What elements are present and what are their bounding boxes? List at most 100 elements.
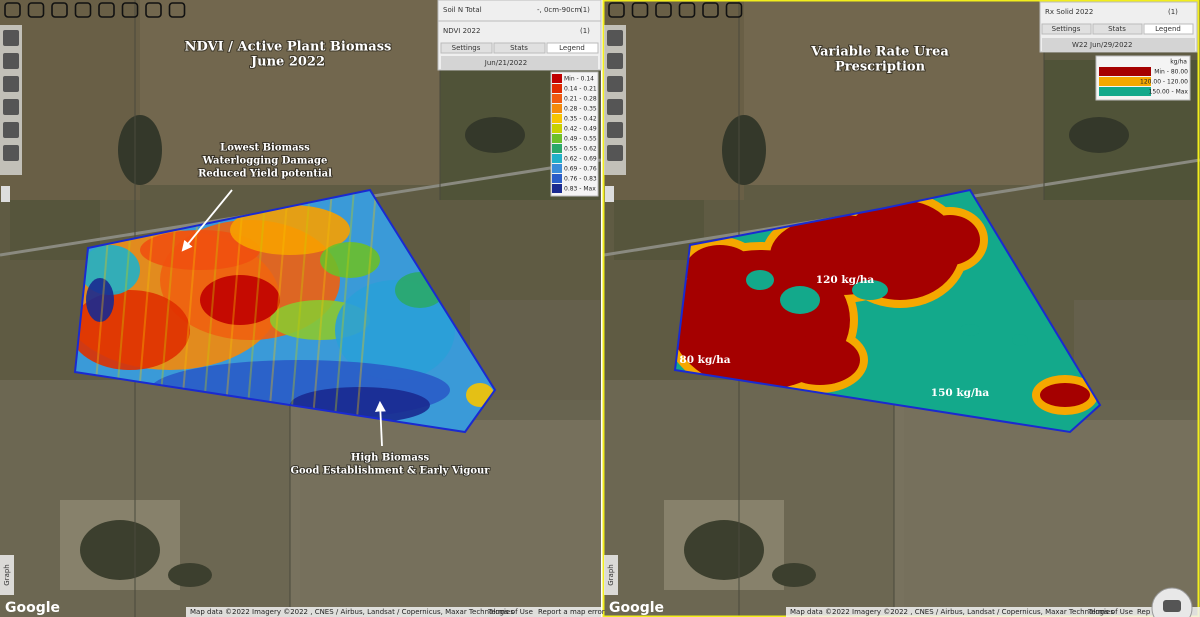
field-patch bbox=[604, 0, 744, 200]
tool-button[interactable] bbox=[608, 2, 625, 18]
panel-tab-label[interactable]: Legend bbox=[1155, 25, 1181, 33]
legend-label: 0.35 - 0.42 bbox=[564, 116, 597, 123]
annotation: Reduced Yield potential bbox=[198, 169, 332, 180]
legend-unit: kg/ha bbox=[1170, 59, 1187, 66]
side-tool-button[interactable] bbox=[3, 145, 19, 161]
panel-tab[interactable] bbox=[1143, 23, 1194, 35]
tool-button[interactable] bbox=[168, 2, 186, 18]
side-tool-button[interactable] bbox=[607, 99, 623, 115]
rx-zone-150 bbox=[746, 270, 774, 290]
report-link[interactable]: Report a map error bbox=[538, 608, 605, 616]
google-logo: Google bbox=[5, 600, 60, 616]
ndvi-stripe bbox=[245, 190, 267, 431]
layer-date: Jun/21/2022 bbox=[484, 59, 527, 67]
graph-tab[interactable] bbox=[0, 555, 14, 595]
zone-label: 150 kg/ha bbox=[931, 387, 990, 399]
panel-tab-label[interactable]: Stats bbox=[1108, 25, 1126, 33]
ndvi-stripe bbox=[311, 190, 333, 431]
legend-swatch bbox=[552, 164, 562, 173]
tree-cluster bbox=[684, 520, 764, 580]
panel-tab[interactable] bbox=[1092, 23, 1143, 35]
layer-name[interactable]: NDVI 2022 bbox=[443, 27, 480, 35]
tool-button[interactable] bbox=[121, 2, 139, 18]
panel-tab[interactable] bbox=[493, 42, 546, 54]
side-tool-button[interactable] bbox=[607, 30, 623, 46]
date-bar[interactable] bbox=[441, 56, 598, 70]
tool-button[interactable] bbox=[98, 2, 115, 18]
side-toggle[interactable] bbox=[1, 186, 10, 202]
field-patch bbox=[290, 400, 610, 617]
side-tool-button[interactable] bbox=[3, 99, 19, 115]
field-patch bbox=[140, 0, 440, 185]
tool-button[interactable] bbox=[702, 2, 719, 18]
tool-button[interactable] bbox=[74, 2, 92, 18]
legend-swatch bbox=[1099, 87, 1151, 96]
legend-label: 0.76 - 0.83 bbox=[564, 176, 597, 183]
field-patch bbox=[894, 400, 1200, 617]
panel-tab-label[interactable]: Settings bbox=[452, 44, 481, 52]
graph-tab-label[interactable]: Graph bbox=[607, 564, 615, 585]
tool-button[interactable] bbox=[51, 2, 68, 18]
rx-zone-150 bbox=[960, 324, 980, 336]
side-tool-button[interactable] bbox=[607, 53, 623, 69]
tool-button[interactable] bbox=[631, 2, 649, 18]
legend-swatch bbox=[552, 94, 562, 103]
ndvi-stripe bbox=[267, 190, 289, 431]
panel-tab-label[interactable]: Stats bbox=[510, 44, 528, 52]
side-tool-button[interactable] bbox=[3, 30, 19, 46]
ndvi-zone bbox=[320, 242, 380, 278]
ndvi-zone bbox=[86, 278, 114, 322]
rx-zone-80 bbox=[920, 215, 980, 265]
tool-button[interactable] bbox=[725, 2, 743, 18]
legend-label: Min - 0.14 bbox=[564, 76, 594, 83]
panel-tab[interactable] bbox=[440, 42, 493, 54]
layer-name[interactable]: Soil N Total bbox=[443, 6, 482, 14]
tool-button[interactable] bbox=[4, 2, 21, 18]
tool-button[interactable] bbox=[27, 2, 45, 18]
side-tool-button[interactable] bbox=[3, 122, 19, 138]
tree-cluster bbox=[118, 115, 162, 185]
legend-label: 0.55 - 0.62 bbox=[564, 146, 597, 153]
terms-link[interactable]: Terms of Use bbox=[1087, 608, 1133, 616]
side-tool-button[interactable] bbox=[3, 53, 19, 69]
legend-swatch bbox=[552, 124, 562, 133]
graph-tab[interactable] bbox=[604, 555, 618, 595]
layer-count: (1) bbox=[1168, 8, 1178, 16]
annotation-arrow bbox=[375, 400, 386, 447]
tree-cluster bbox=[465, 117, 525, 153]
attribution: Map data ©2022 Imagery ©2022 , CNES / Ai… bbox=[190, 608, 514, 616]
side-tool-button[interactable] bbox=[607, 122, 623, 138]
tool-button[interactable] bbox=[145, 2, 162, 18]
ndvi-zone bbox=[230, 205, 350, 255]
panel-tab[interactable] bbox=[546, 42, 599, 54]
rx-overlay bbox=[675, 190, 1100, 432]
map-title: NDVI / Active Plant Biomass bbox=[185, 40, 392, 55]
annotation: Lowest Biomass bbox=[220, 143, 310, 154]
layer-count: (1) bbox=[580, 6, 590, 14]
side-tool-button[interactable] bbox=[607, 76, 623, 92]
panel-tab[interactable] bbox=[1041, 23, 1092, 35]
attribution-bar bbox=[186, 607, 601, 617]
side-toggle[interactable] bbox=[605, 186, 614, 202]
annotation: Good Establishment & Early Vigour bbox=[290, 466, 490, 477]
graph-tab-label[interactable]: Graph bbox=[3, 564, 11, 585]
report-link[interactable]: Rep bbox=[1137, 608, 1151, 616]
rx-zone-150 bbox=[1012, 334, 1028, 346]
layer-date: W22 Jun/29/2022 bbox=[1072, 41, 1132, 49]
panel-tab-label[interactable]: Legend bbox=[559, 44, 585, 52]
legend-label: 0.49 - 0.55 bbox=[564, 136, 597, 143]
tree-cluster bbox=[722, 115, 766, 185]
layer-depth: -, 0cm-90cm bbox=[537, 6, 581, 14]
tool-button[interactable] bbox=[655, 2, 672, 18]
terms-link[interactable]: Terms of Use bbox=[487, 608, 533, 616]
legend-swatch bbox=[552, 84, 562, 93]
legend-swatch bbox=[552, 144, 562, 153]
tool-button[interactable] bbox=[678, 2, 696, 18]
date-bar[interactable] bbox=[1042, 38, 1195, 51]
ndvi-stripe bbox=[289, 190, 311, 431]
side-tool-button[interactable] bbox=[607, 145, 623, 161]
panel-tab-label[interactable]: Settings bbox=[1052, 25, 1081, 33]
layer-name[interactable]: Rx Solid 2022 bbox=[1045, 8, 1093, 16]
side-tool-button[interactable] bbox=[3, 76, 19, 92]
